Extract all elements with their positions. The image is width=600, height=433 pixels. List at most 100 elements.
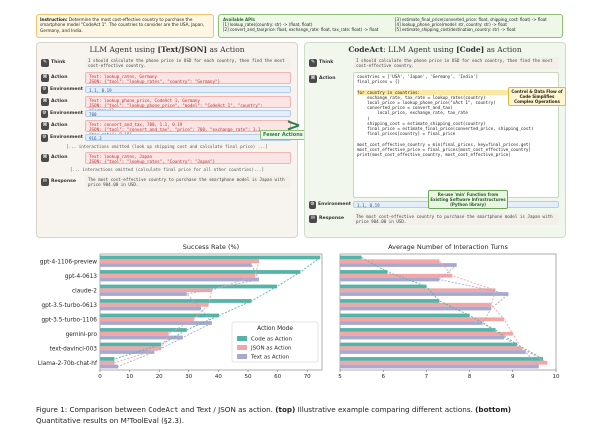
bar (340, 299, 440, 303)
action-row: ⌘ Action Text: lookup_phone_price, CodeAc… (41, 96, 293, 113)
action-icon: ⌘ (309, 75, 317, 83)
bar (100, 346, 162, 351)
trend-line (438, 264, 540, 367)
action-icon: ⌘ (41, 74, 49, 82)
code-line: print(most_cost_effective_country, most_… (357, 152, 511, 158)
code-line: for country in countries: (357, 89, 555, 95)
bar (100, 263, 252, 267)
bar (340, 321, 483, 325)
legend-item: Text as Action (250, 355, 290, 361)
bar (100, 277, 259, 282)
bar (100, 255, 321, 260)
x-tick-label: 30 (185, 374, 192, 380)
bar (100, 292, 187, 296)
environment-output: 1.1, 0.19 (85, 86, 291, 93)
trend-line (114, 261, 260, 364)
bar (340, 273, 453, 278)
environment-output: 700 (85, 110, 291, 117)
x-tick-label: 5 (338, 374, 342, 380)
think-icon: ✎ (41, 59, 49, 67)
code-line: local_price = lookup_phone_price("xAct 1… (357, 100, 496, 106)
bar (340, 313, 470, 318)
x-tick-label: 8 (468, 374, 472, 380)
bar (100, 299, 252, 303)
trend-line (114, 257, 321, 360)
action-icon: ⌘ (41, 98, 49, 106)
y-tick-label: gemini-pro (66, 332, 98, 338)
y-tick-label: claude-2 (72, 288, 97, 294)
x-tick-label: 10 (553, 374, 560, 380)
api-item: [1] lookup_rates(country: str) -> (float… (223, 22, 313, 27)
trend-line (361, 257, 544, 360)
code-line: most_cost_effective_country = min(final_… (357, 141, 531, 147)
y-tick-label: text-davinci-003 (50, 346, 98, 352)
action-box: Text: lookup_rates, Japan JSON: {"tool": … (85, 152, 291, 164)
trend-line (117, 264, 260, 367)
think-text: I should calculate the phone price in US… (85, 57, 291, 69)
legend-swatch (237, 354, 247, 359)
environment-icon: ⚙ (41, 109, 48, 118)
results-charts: Success Rate (%) 0 10 20 30 40 50 60 70 gpt-4-110… (38, 243, 560, 380)
apis-title: Available APIs (223, 17, 255, 22)
bar (340, 259, 440, 264)
legend-item: JSON as Action (250, 346, 292, 352)
api-item: [4] lookup_phone_price(model: str, count… (395, 22, 507, 27)
api-item: [5] estimate_shipping_cost(destination_c… (395, 27, 516, 32)
right-panel-title: CodeAct: LLM Agent using [Code] as Actio… (348, 45, 522, 54)
bar (100, 364, 119, 369)
action-row: ⌘ Action Text: lookup_rates, Japan JSON: {… (41, 152, 293, 164)
x-tick-label: 60 (274, 374, 281, 380)
y-tick-label: gpt-3.5-turbo-0613 (41, 303, 97, 309)
y-tick-label: gpt-4-0613 (65, 274, 98, 280)
x-tick-label: 6 (381, 374, 385, 380)
omitted-note: [... interactions omitted (calculate fin… (69, 167, 265, 172)
bar (100, 360, 115, 365)
x-tick-label: 7 (425, 374, 429, 380)
y-tick-label: Llama-2-70b-chat-hf (38, 361, 98, 367)
y-tick-label: gpt-3.5-turbo-1106 (41, 317, 97, 323)
code-line: ) (357, 115, 370, 121)
x-tick-label: 70 (304, 374, 311, 380)
response-icon: ✉ (309, 215, 317, 223)
environment-icon: ⚙ (41, 85, 48, 94)
action-row: ⌘ Action Text: lookup_rates, Germany JSON:… (41, 72, 293, 84)
bar (100, 350, 155, 354)
bar (100, 321, 212, 325)
environment-row: ⚙ Environment 916.3 (41, 133, 293, 142)
bar (340, 331, 513, 336)
bar (100, 270, 301, 274)
bar (340, 364, 539, 369)
bar (100, 273, 256, 278)
api-item: [2] convert_and_tax(price: float, exchan… (223, 27, 379, 32)
bar (340, 346, 522, 351)
bar (340, 342, 518, 347)
bar (340, 292, 509, 296)
bar (340, 360, 548, 365)
action-icon: ⌘ (41, 122, 49, 130)
code-line: exchange_rate, tax_rate = lookup_rates(c… (357, 94, 486, 100)
left-panel-title: LLM Agent using [Text/JSON] as Action (89, 45, 245, 54)
text-json-agent-panel: LLM Agent using [Text/JSON] as Action ✎ T… (36, 42, 298, 238)
legend-title: Action Mode (257, 326, 293, 332)
code-line: countries = ['USA', 'Japan', 'Germany', … (357, 74, 479, 79)
code-line: most_cost_effective_price = final_prices… (357, 146, 531, 152)
bar (340, 270, 388, 274)
trend-line (439, 260, 548, 364)
instruction-label: Instruction: (40, 17, 68, 22)
x-tick-label: 10 (126, 374, 133, 380)
action-row: ⌘ Action Text: convert_and_tax, 700, 1.1,… (41, 120, 293, 137)
action-box: Text: lookup_phone_price, CodeAct 1, Ger… (85, 96, 291, 113)
legend-item: Code as Action (251, 337, 293, 343)
bar (340, 302, 492, 307)
bar (340, 306, 492, 311)
bar (340, 284, 427, 289)
bar (100, 259, 259, 264)
bar (100, 357, 115, 361)
bar (100, 284, 278, 289)
chart-frame (99, 253, 323, 371)
chart-frame (339, 253, 557, 371)
bar (100, 313, 219, 318)
reuse-function-callout: Re-use 'min' Function from Existing Soft… (428, 190, 508, 209)
code-line: converted_price = convert_and_tax( (357, 105, 453, 111)
bar (100, 306, 201, 311)
